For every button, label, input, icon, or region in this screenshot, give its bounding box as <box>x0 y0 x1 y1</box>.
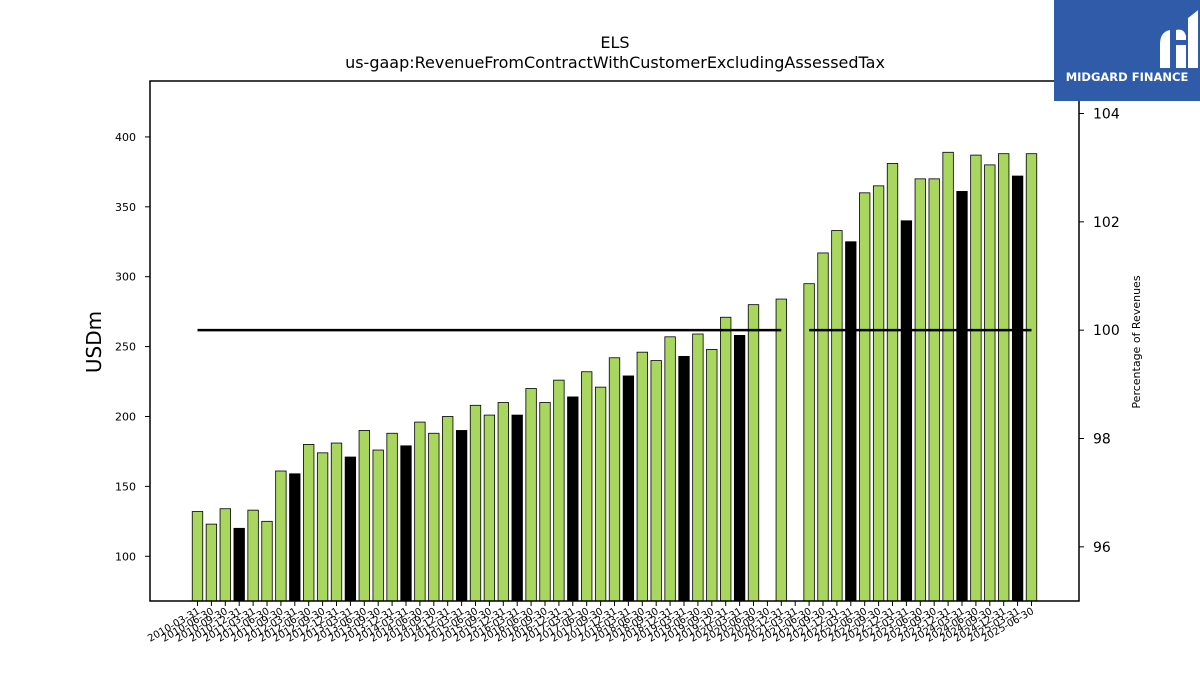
bar <box>469 404 482 602</box>
bar <box>747 304 760 602</box>
bar <box>942 151 954 602</box>
bar <box>497 402 509 602</box>
y2-axis-label: Percentage of Revenues <box>1130 275 1143 408</box>
bar <box>664 336 676 602</box>
bar <box>483 414 496 602</box>
bar <box>386 432 398 602</box>
bar <box>859 192 871 602</box>
bar <box>455 430 468 602</box>
bar <box>1025 153 1038 602</box>
y-tick-label: 150 <box>115 480 136 493</box>
bar <box>358 430 370 602</box>
y-tick-label: 100 <box>115 550 136 563</box>
bar <box>316 452 329 602</box>
y-axis-ticks: 100 150 200 250 300 350 400 <box>115 131 150 563</box>
bar <box>720 316 732 602</box>
bar <box>372 449 384 602</box>
bar <box>817 252 829 602</box>
bar <box>622 375 635 602</box>
y-tick-label: 300 <box>115 271 136 284</box>
bar <box>191 511 204 602</box>
bar <box>678 355 690 602</box>
bar <box>289 473 301 602</box>
chart-title: ELS <box>600 33 629 52</box>
bar <box>692 333 704 602</box>
bar <box>706 348 718 602</box>
midgard-logo-icon <box>1160 10 1198 69</box>
bar <box>400 445 412 602</box>
y-axis-label: USDm <box>82 311 106 373</box>
bar <box>428 432 440 602</box>
bar <box>1011 175 1024 602</box>
bar <box>442 416 454 602</box>
bar <box>914 178 926 602</box>
y2-tick-label: 100 <box>1093 323 1120 339</box>
bar <box>330 442 343 602</box>
bar <box>303 444 315 602</box>
bar <box>525 388 537 602</box>
bar <box>594 386 607 602</box>
y2-axis-ticks: 96 98 100 102 104 <box>1079 107 1120 556</box>
bar <box>886 163 899 602</box>
bar <box>845 241 857 602</box>
bar <box>956 191 968 602</box>
y-tick-label: 400 <box>115 131 136 144</box>
bar <box>344 456 357 602</box>
x-axis-ticks: 2010-03-312010-06-302010-09-302010-12-31… <box>146 601 1036 645</box>
logo-text: MIDGARD FINANCE <box>1065 70 1189 84</box>
y-tick-label: 350 <box>115 201 136 214</box>
bar <box>567 396 579 602</box>
bar <box>581 371 593 602</box>
chart-subtitle: us-gaap:RevenueFromContractWithCustomerE… <box>345 53 885 72</box>
bar <box>275 470 287 602</box>
bar <box>998 153 1010 602</box>
bar <box>219 508 231 602</box>
y-tick-label: 250 <box>115 341 136 354</box>
bar <box>553 379 565 602</box>
y2-tick-label: 104 <box>1093 107 1120 123</box>
bar <box>775 298 787 602</box>
bar <box>414 421 426 602</box>
bar <box>539 402 551 602</box>
bar <box>205 523 218 602</box>
brand-logo: MIDGARD FINANCE <box>1054 0 1200 101</box>
y2-tick-label: 102 <box>1093 215 1120 231</box>
bar-group <box>191 151 1038 602</box>
bar <box>928 178 940 602</box>
bar <box>900 220 913 602</box>
bar <box>247 509 259 602</box>
bar <box>970 154 982 602</box>
bar <box>650 360 662 602</box>
bar <box>831 230 843 602</box>
y2-tick-label: 98 <box>1093 432 1111 448</box>
plot-frame <box>149 80 1080 602</box>
bar <box>233 527 245 602</box>
bar <box>261 520 273 602</box>
bar <box>608 357 621 602</box>
bar <box>511 414 523 602</box>
bar <box>872 185 885 602</box>
bar <box>636 351 648 602</box>
bar <box>984 164 996 602</box>
y2-tick-label: 96 <box>1093 540 1111 556</box>
y-tick-label: 200 <box>115 410 136 423</box>
bar <box>733 335 746 602</box>
